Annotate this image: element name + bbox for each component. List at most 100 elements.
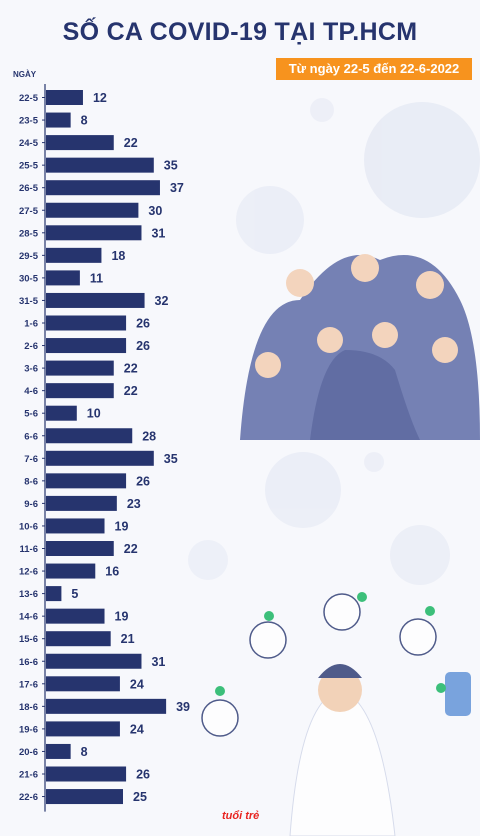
bar: [46, 428, 133, 444]
bar: [46, 450, 154, 466]
bar: [46, 225, 142, 241]
value-label: 10: [87, 407, 101, 421]
bar: [46, 247, 102, 263]
value-label: 21: [121, 632, 135, 646]
bar: [46, 608, 105, 624]
category-label: 29-5: [19, 251, 39, 262]
value-label: 19: [115, 519, 129, 533]
category-label: 8-6: [24, 476, 38, 487]
category-label: 22-5: [19, 93, 39, 104]
value-label: 31: [151, 655, 165, 669]
category-label: 11-6: [20, 544, 39, 555]
value-label: 31: [151, 226, 165, 240]
category-label: 31-5: [19, 296, 39, 307]
value-label: 28: [142, 429, 156, 443]
category-label: 22-6: [19, 792, 38, 803]
bar: [46, 473, 127, 489]
category-label: 17-6: [19, 679, 38, 690]
category-label: 30-5: [19, 273, 39, 284]
category-label: 2-6: [24, 341, 38, 352]
category-label: 25-5: [19, 161, 39, 172]
bar: [46, 676, 120, 692]
value-label: 8: [81, 745, 88, 759]
category-label: 27-5: [19, 206, 39, 217]
bar: [46, 315, 127, 331]
category-label: 4-6: [24, 386, 38, 397]
chart-title: SỐ CA COVID-19 TẠI TP.HCM: [62, 18, 418, 46]
bar: [46, 338, 127, 354]
category-label: 24-5: [19, 138, 39, 149]
category-label: 15-6: [19, 634, 38, 645]
bar: [46, 563, 96, 579]
value-label: 26: [136, 474, 150, 488]
bar: [46, 698, 167, 714]
value-label: 24: [130, 677, 144, 691]
value-label: 11: [90, 271, 103, 285]
category-label: 19-6: [19, 724, 38, 735]
bar: [46, 586, 62, 602]
value-label: 26: [136, 768, 150, 782]
bar: [46, 383, 114, 399]
bar: [46, 743, 71, 759]
value-label: 24: [130, 722, 144, 736]
bar: [46, 112, 71, 128]
value-label: 22: [124, 542, 138, 556]
bar: [46, 360, 114, 376]
category-label: 28-5: [19, 228, 39, 239]
category-label: 13-6: [19, 589, 38, 600]
value-label: 35: [164, 159, 178, 173]
value-label: 22: [124, 384, 138, 398]
bar: [46, 270, 80, 286]
bar: [46, 766, 127, 782]
category-label: 10-6: [19, 521, 38, 532]
value-label: 8: [81, 114, 88, 128]
category-label: 9-6: [24, 499, 38, 510]
value-label: 25: [133, 790, 147, 804]
category-label: 3-6: [24, 364, 38, 375]
bar: [46, 202, 139, 218]
value-label: 39: [176, 700, 190, 714]
category-label: 18-6: [19, 702, 38, 713]
category-label: 5-6: [24, 409, 38, 420]
value-label: 26: [136, 317, 150, 331]
category-label: 7-6: [24, 454, 38, 465]
bar: [46, 631, 111, 647]
bar: [46, 518, 105, 534]
value-label: 22: [124, 362, 138, 376]
date-range-badge: Từ ngày 22-5 đến 22-6-2022: [276, 58, 472, 80]
tuoi-tre-logo: tuổi trẻ: [222, 810, 260, 822]
value-label: 5: [71, 587, 78, 601]
value-label: 30: [148, 204, 162, 218]
bar: [46, 653, 142, 669]
value-label: 19: [115, 610, 129, 624]
value-label: 32: [155, 294, 169, 308]
bar: [46, 135, 114, 151]
category-label: 14-6: [19, 612, 38, 623]
value-label: 35: [164, 452, 178, 466]
bar: [46, 405, 77, 421]
value-label: 18: [111, 249, 125, 263]
y-axis-label: NGÀY: [13, 70, 37, 79]
category-label: 16-6: [19, 657, 38, 668]
value-label: 23: [127, 497, 141, 511]
bar: [46, 180, 160, 196]
category-label: 23-5: [19, 116, 39, 127]
bar: [46, 495, 117, 511]
bar: [46, 90, 83, 105]
value-label: 16: [105, 565, 119, 579]
value-label: 12: [93, 91, 107, 105]
category-label: 1-6: [24, 319, 38, 330]
bar: [46, 292, 145, 308]
category-label: 20-6: [19, 747, 38, 758]
category-label: 26-5: [19, 183, 39, 194]
bar: [46, 157, 154, 173]
category-label: 6-6: [24, 431, 38, 442]
value-label: 26: [136, 339, 150, 353]
bar: [46, 721, 120, 737]
value-label: 22: [124, 136, 138, 150]
bar: [46, 541, 114, 556]
value-label: 37: [170, 181, 184, 195]
bar: [46, 789, 123, 805]
